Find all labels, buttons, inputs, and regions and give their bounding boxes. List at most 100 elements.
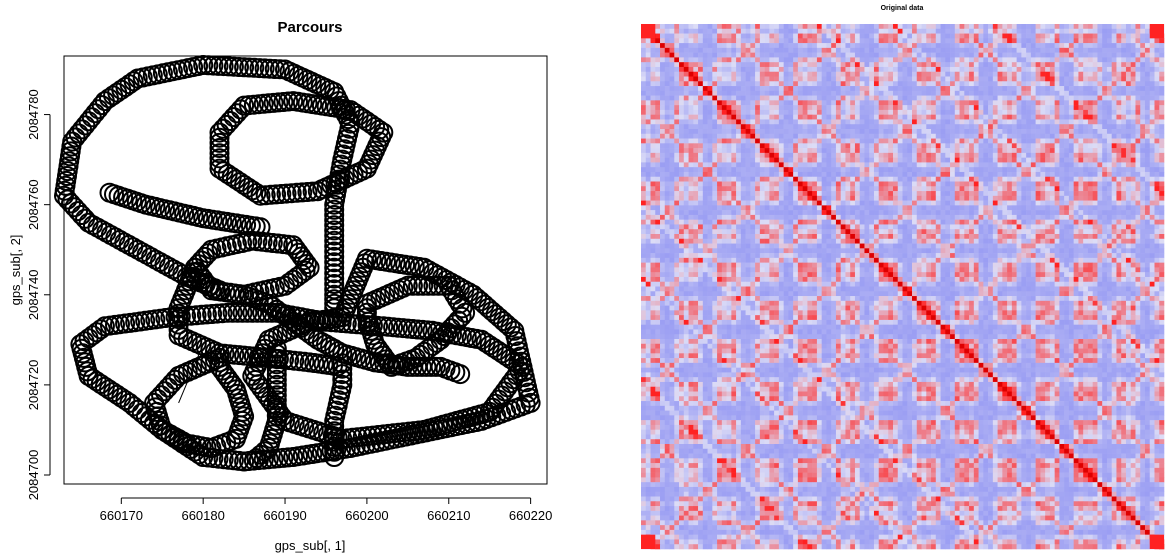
heatmap-cell [826,195,832,201]
heatmap-cell [650,52,656,58]
gps-point [416,356,437,377]
gps-point [324,447,345,467]
heatmap-cell [683,157,689,163]
heatmap-cell [1159,86,1165,92]
heatmap-cell [731,181,737,187]
heatmap-cell [1045,167,1051,173]
heatmap-cell [983,66,989,73]
heatmap-cell [1002,33,1008,39]
heatmap-cell [912,148,918,154]
heatmap-cell [812,76,818,82]
heatmap-cell [736,195,742,201]
heatmap-cell [1111,186,1117,192]
heatmap-cell [1144,71,1151,77]
heatmap-cell [864,167,870,173]
heatmap-cell [693,109,699,115]
heatmap-cell [664,62,670,68]
heatmap-cell [926,195,932,201]
heatmap-cell [1068,181,1074,187]
heatmap-cell [1035,38,1041,44]
heatmap-cell [702,152,708,158]
heatmap-cell [821,24,827,30]
heatmap-cell [992,76,998,82]
heatmap-cell [835,129,841,135]
heatmap-cell [969,76,975,82]
heatmap-cell [769,119,775,125]
heatmap-cell [698,86,704,92]
heatmap-cell [916,66,922,73]
gps-point [408,275,429,296]
heatmap-cell [1130,176,1136,182]
heatmap-cell [712,138,718,144]
heatmap-cell [1116,66,1122,73]
heatmap-cell [959,119,965,125]
heatmap-cell [931,90,937,96]
heatmap-cell [821,95,827,101]
heatmap-cell [788,109,794,115]
heatmap-cell [645,105,651,111]
heatmap-cell [931,57,937,63]
heatmap-cell [897,167,903,173]
heatmap-cell [1121,28,1127,34]
gps-point [324,268,345,289]
heatmap-cell [1007,95,1013,101]
heatmap-cell [883,100,889,106]
heatmap-cell [655,181,661,187]
heatmap-cell [1045,148,1051,154]
heatmap-cell [873,76,880,82]
heatmap-cell [916,195,922,201]
gps-point [467,288,487,309]
heatmap-cell [973,28,979,34]
heatmap-cell [940,119,946,125]
heatmap-cell [821,28,827,34]
heatmap-cell [902,28,908,34]
heatmap-cell [878,95,884,101]
heatmap-cell [1026,28,1032,34]
heatmap-cell [916,152,922,158]
heatmap-cell [1083,129,1089,135]
heatmap-cell [1073,86,1079,92]
heatmap-cell [1149,71,1155,77]
heatmap-cell [736,171,742,178]
heatmap-cell [954,195,960,201]
heatmap-cell [945,143,951,149]
heatmap-cell [888,124,894,130]
heatmap-cell [907,109,913,115]
heatmap-cell [959,171,965,178]
heatmap-cell [997,157,1003,163]
heatmap-cell [1049,138,1055,144]
heatmap-cell [755,109,761,115]
heatmap-cell [1035,124,1041,130]
gps-point [266,395,287,416]
y-tick-label: 2084720 [26,360,41,411]
heatmap-cell [821,90,827,96]
heatmap-cell [931,43,937,49]
heatmap-cell [959,109,965,115]
heatmap-cell [921,109,927,115]
heatmap-cell [807,76,813,82]
heatmap-cell [1002,114,1008,120]
heatmap-cell [864,114,870,120]
heatmap-cell [1068,186,1074,192]
heatmap-cell [969,43,975,49]
heatmap-cell [1097,95,1103,101]
heatmap-cell [1135,24,1141,30]
heatmap-cell [950,24,956,30]
heatmap-cell [969,105,975,111]
heatmap-cell [755,57,761,63]
heatmap-cell [883,86,889,92]
heatmap-cell [964,143,970,149]
heatmap-cell [954,43,960,49]
heatmap-cell [774,47,780,53]
heatmap-cell [664,133,670,139]
heatmap-cell [945,90,951,96]
heatmap-cell [802,176,808,182]
heatmap-cell [1149,171,1155,178]
heatmap-cell [812,195,818,201]
heatmap-cell [1102,176,1108,182]
heatmap-cell [997,109,1003,115]
heatmap-cell [1087,191,1093,197]
heatmap-cell [1135,129,1141,135]
heatmap-cell [1097,162,1103,168]
heatmap-cell [1125,76,1132,82]
